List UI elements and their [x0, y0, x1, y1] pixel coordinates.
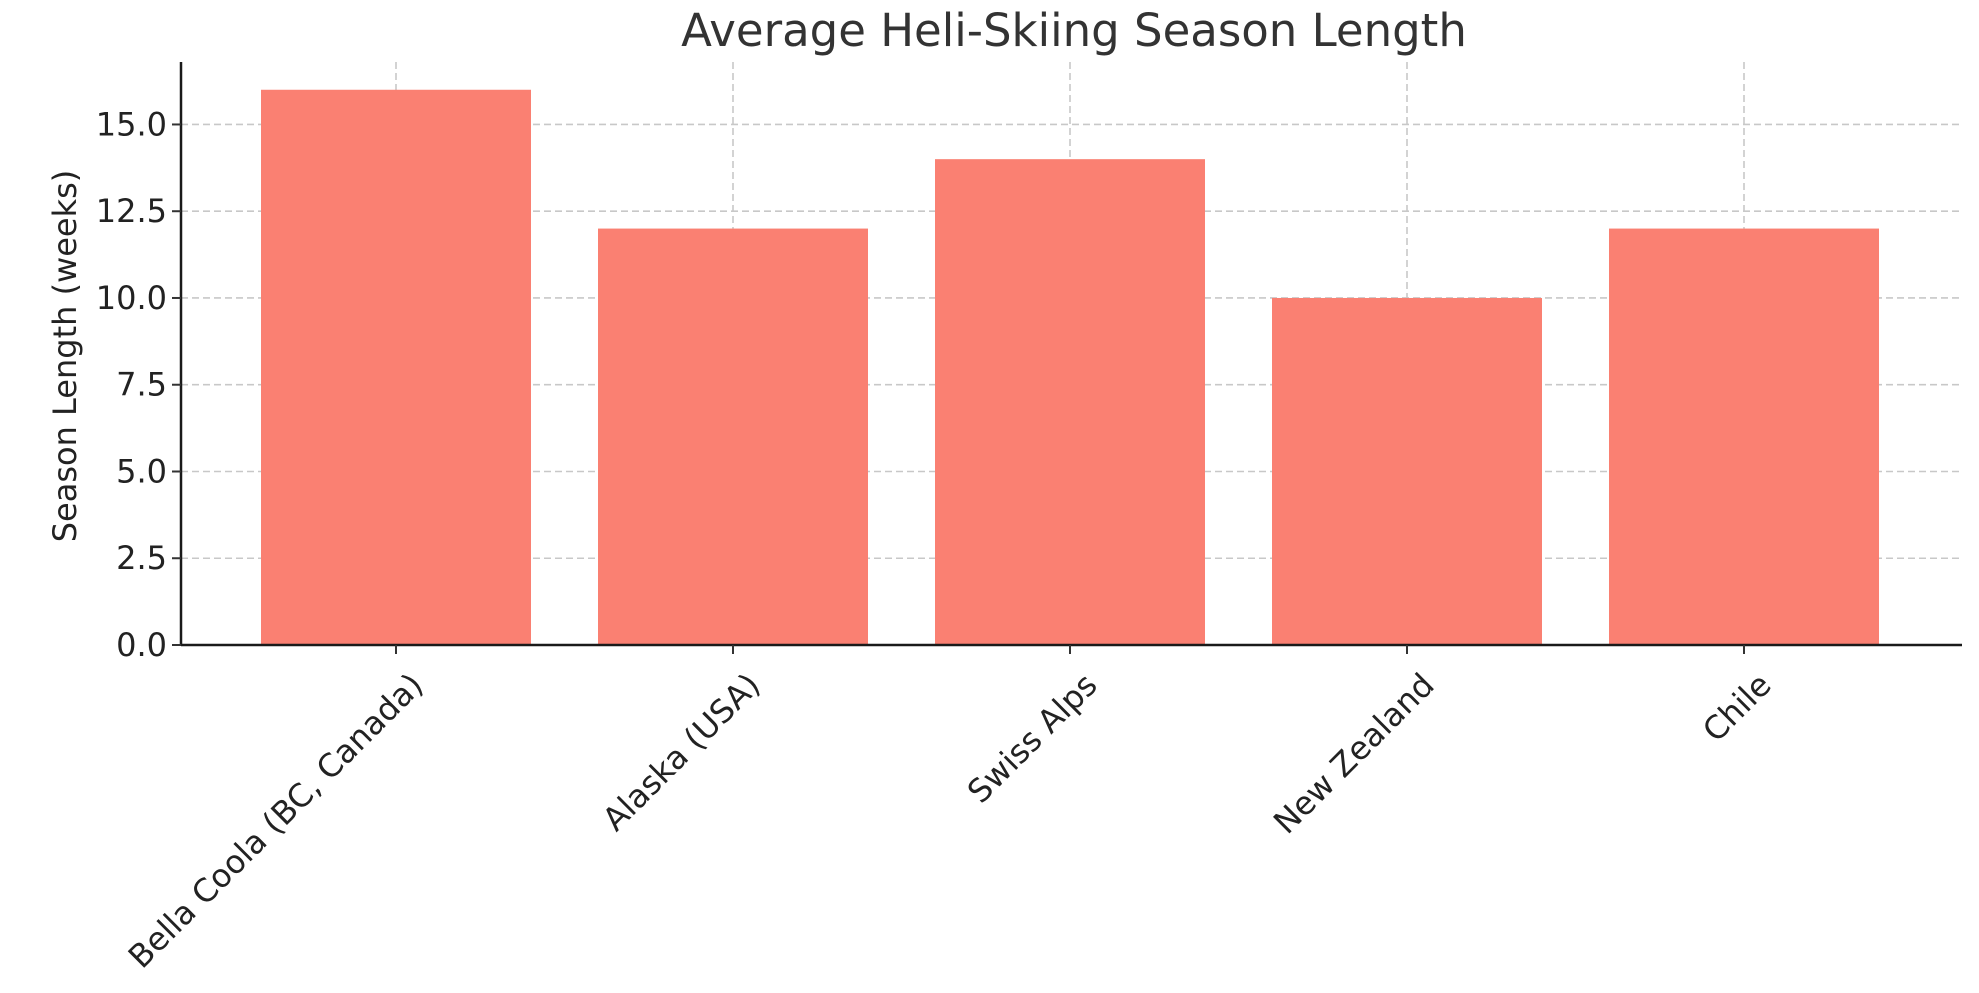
- bar: [261, 89, 531, 645]
- y-axis-label: Season Length (weeks): [46, 170, 84, 543]
- y-tick-label: 0.0: [116, 626, 167, 664]
- chart-title: Average Heli-Skiing Season Length: [681, 4, 1467, 57]
- y-tick-label: 15.0: [96, 105, 167, 143]
- x-tick-label: Swiss Alps: [960, 666, 1105, 811]
- bar: [1272, 297, 1542, 645]
- bar: [935, 159, 1205, 645]
- y-tick-label: 7.5: [116, 366, 167, 404]
- y-tick-label: 2.5: [116, 539, 167, 577]
- bars-layer: [261, 89, 1879, 646]
- x-tick-label: Bella Coola (BC, Canada): [121, 666, 431, 976]
- bar: [598, 228, 868, 646]
- y-tick-label: 12.5: [96, 192, 167, 230]
- y-tick-label: 10.0: [96, 279, 167, 317]
- x-tick-label: New Zealand: [1266, 666, 1442, 842]
- axes-layer: [179, 62, 1962, 647]
- x-tick-label: Chile: [1695, 666, 1779, 750]
- x-tick-label: Alaska (USA): [595, 666, 768, 839]
- bar: [1609, 228, 1879, 646]
- y-tick-label: 5.0: [116, 452, 167, 490]
